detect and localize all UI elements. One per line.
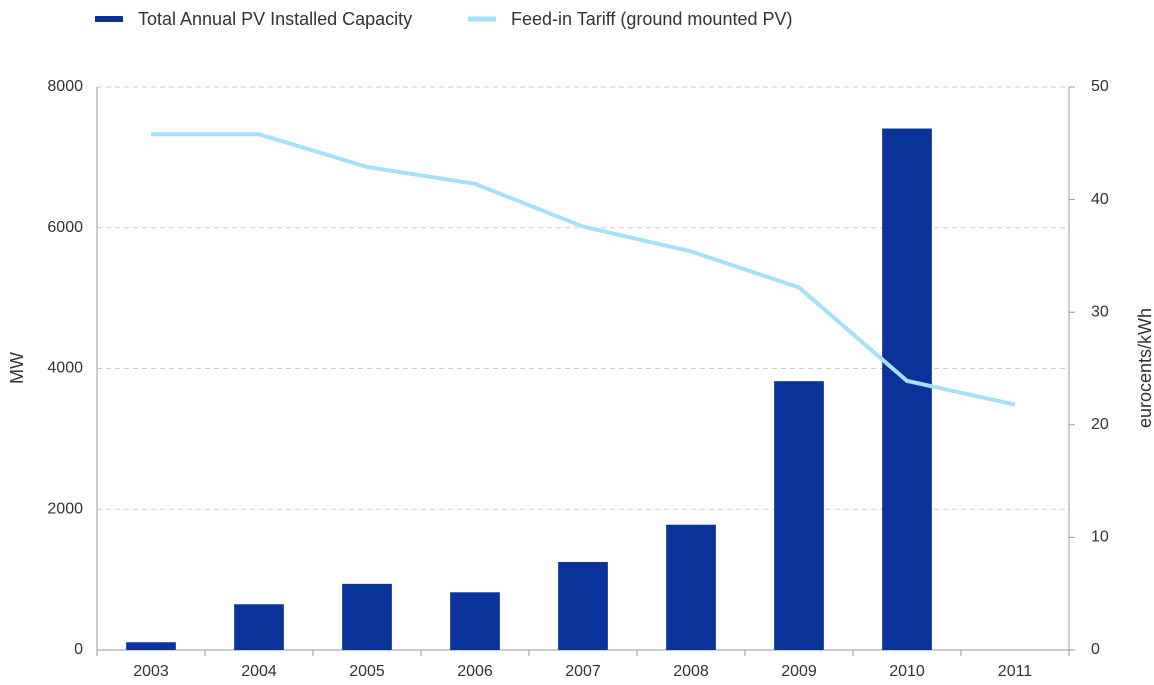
y-axis-label: MW bbox=[7, 352, 27, 384]
y2-tick-label: 0 bbox=[1091, 641, 1100, 658]
bar bbox=[558, 562, 608, 650]
x-tick-label: 2011 bbox=[998, 663, 1033, 680]
legend-label: Feed-in Tariff (ground mounted PV) bbox=[511, 9, 793, 29]
bar bbox=[234, 604, 284, 650]
x-tick-label: 2003 bbox=[133, 663, 169, 680]
y-tick-label: 0 bbox=[74, 641, 83, 658]
y-tick-label: 4000 bbox=[47, 360, 83, 377]
bar bbox=[882, 128, 932, 651]
line bbox=[151, 132, 1016, 407]
y2-axis-label: eurocents/kWh bbox=[1135, 308, 1154, 428]
bar bbox=[666, 524, 716, 650]
bar bbox=[450, 592, 500, 650]
x-tick-label: 2008 bbox=[673, 663, 709, 680]
y2-tick-label: 40 bbox=[1091, 191, 1109, 208]
legend-swatch bbox=[95, 16, 123, 22]
x-tick-label: 2004 bbox=[241, 663, 277, 680]
legend-label: Total Annual PV Installed Capacity bbox=[138, 9, 412, 29]
y2-tick-label: 50 bbox=[1091, 78, 1109, 95]
bar bbox=[126, 642, 176, 650]
x-tick-label: 2005 bbox=[349, 663, 385, 680]
x-tick-label: 2006 bbox=[457, 663, 493, 680]
y2-tick-label: 10 bbox=[1091, 529, 1109, 546]
x-tick-label: 2010 bbox=[889, 663, 925, 680]
y2-tick-label: 20 bbox=[1091, 416, 1109, 433]
y-tick-label: 8000 bbox=[47, 78, 83, 95]
bar bbox=[774, 381, 824, 650]
y2-tick-label: 30 bbox=[1091, 303, 1109, 320]
x-tick-label: 2009 bbox=[781, 663, 817, 680]
y-tick-label: 6000 bbox=[47, 219, 83, 236]
bar bbox=[342, 583, 392, 650]
x-tick-label: 2007 bbox=[565, 663, 601, 680]
y-tick-label: 2000 bbox=[47, 500, 83, 517]
